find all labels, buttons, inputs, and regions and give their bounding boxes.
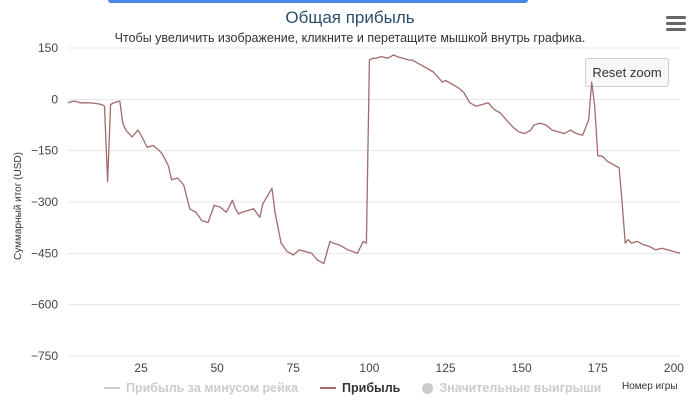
legend-line-icon bbox=[320, 387, 337, 389]
x-tick-label: 125 bbox=[436, 361, 456, 375]
x-tick-label: 50 bbox=[211, 361, 225, 375]
reset-zoom-button[interactable]: Reset zoom bbox=[585, 58, 669, 87]
series-group bbox=[67, 54, 681, 265]
x-tick-label: 75 bbox=[287, 361, 301, 375]
chart-title: Общая прибыль bbox=[285, 8, 415, 27]
top-accent-bar bbox=[108, 0, 528, 3]
hamburger-menu-icon[interactable] bbox=[666, 16, 686, 34]
legend-item-profit[interactable]: Прибыль bbox=[320, 381, 400, 395]
y-tick-label: 0 bbox=[51, 92, 58, 106]
x-tick-labels: 25 50 75 100 125 150 175 200 bbox=[134, 361, 684, 375]
legend-item-big-wins[interactable]: Значительные выигрыши bbox=[422, 381, 601, 395]
x-axis-label: Номер игры bbox=[622, 381, 678, 392]
y-tick-label: −750 bbox=[31, 349, 58, 363]
x-tick-label: 175 bbox=[588, 361, 608, 375]
y-tick-label: −300 bbox=[31, 195, 58, 209]
legend: Прибыль за минусом рейка Прибыль Значите… bbox=[104, 381, 623, 395]
x-tick-label: 150 bbox=[512, 361, 532, 375]
legend-dot-icon bbox=[422, 382, 434, 394]
legend-label-profit: Прибыль bbox=[342, 381, 401, 395]
series-line-profit[interactable] bbox=[67, 54, 681, 265]
legend-item-rake[interactable]: Прибыль за минусом рейка bbox=[104, 381, 298, 395]
chart-subtitle: Чтобы увеличить изображение, кликните и … bbox=[114, 31, 586, 45]
y-axis-label: Суммарный итог (USD) bbox=[13, 152, 24, 260]
y-tick-labels: 150 0 −150 −300 −450 −600 −750 bbox=[31, 41, 58, 363]
legend-label-big-wins: Значительные выигрыши bbox=[439, 381, 602, 395]
legend-label-rake: Прибыль за минусом рейка bbox=[126, 381, 299, 395]
x-tick-label: 100 bbox=[359, 361, 379, 375]
legend-line-icon bbox=[104, 387, 120, 389]
y-tick-label: 150 bbox=[38, 41, 58, 55]
x-tick-label: 25 bbox=[134, 361, 148, 375]
y-tick-label: −600 bbox=[31, 298, 58, 312]
x-tick-label: 200 bbox=[664, 361, 684, 375]
y-tick-label: −150 bbox=[31, 144, 58, 158]
y-tick-label: −450 bbox=[31, 246, 58, 260]
gridlines bbox=[68, 47, 680, 357]
